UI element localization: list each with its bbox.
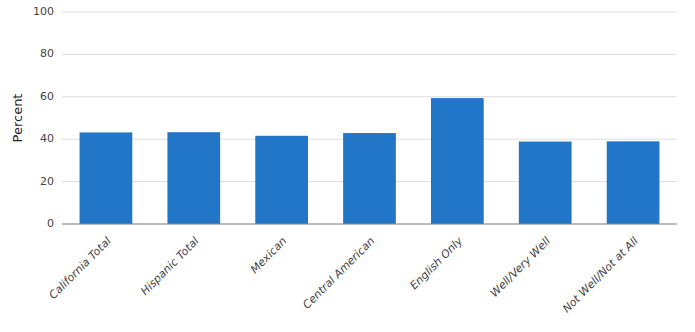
y-axis-label: Percent — [10, 94, 25, 143]
bar — [607, 141, 660, 224]
x-tick-label: California Total — [46, 235, 113, 302]
bar — [431, 98, 484, 224]
bar — [519, 142, 572, 224]
bar — [167, 132, 220, 224]
x-tick-label: Central American — [300, 235, 377, 312]
grid-line — [62, 12, 677, 13]
x-tick-label: Not Well/Not at All — [560, 235, 641, 316]
y-tick-label: 80 — [40, 47, 54, 60]
bar — [343, 133, 396, 224]
y-tick-label: 60 — [40, 90, 54, 103]
y-tick-label: 100 — [33, 5, 54, 18]
x-axis-line — [62, 224, 677, 225]
x-tick-label: Hispanic Total — [138, 235, 201, 298]
bar — [255, 136, 308, 224]
x-tick-label: Mexican — [248, 235, 289, 276]
grid-line — [62, 54, 677, 55]
grid-line — [62, 224, 677, 225]
bar — [80, 132, 133, 224]
grid-line — [62, 96, 677, 97]
y-tick-label: 20 — [40, 175, 54, 188]
y-tick-label: 40 — [40, 132, 54, 145]
x-tick-label: Well/Very Well — [488, 235, 553, 300]
y-tick-label: 0 — [47, 217, 54, 230]
x-tick-label: English Only — [408, 234, 466, 292]
chart: 0 20 40 60 80 100 California Total Hispanic Tot… — [0, 0, 695, 332]
